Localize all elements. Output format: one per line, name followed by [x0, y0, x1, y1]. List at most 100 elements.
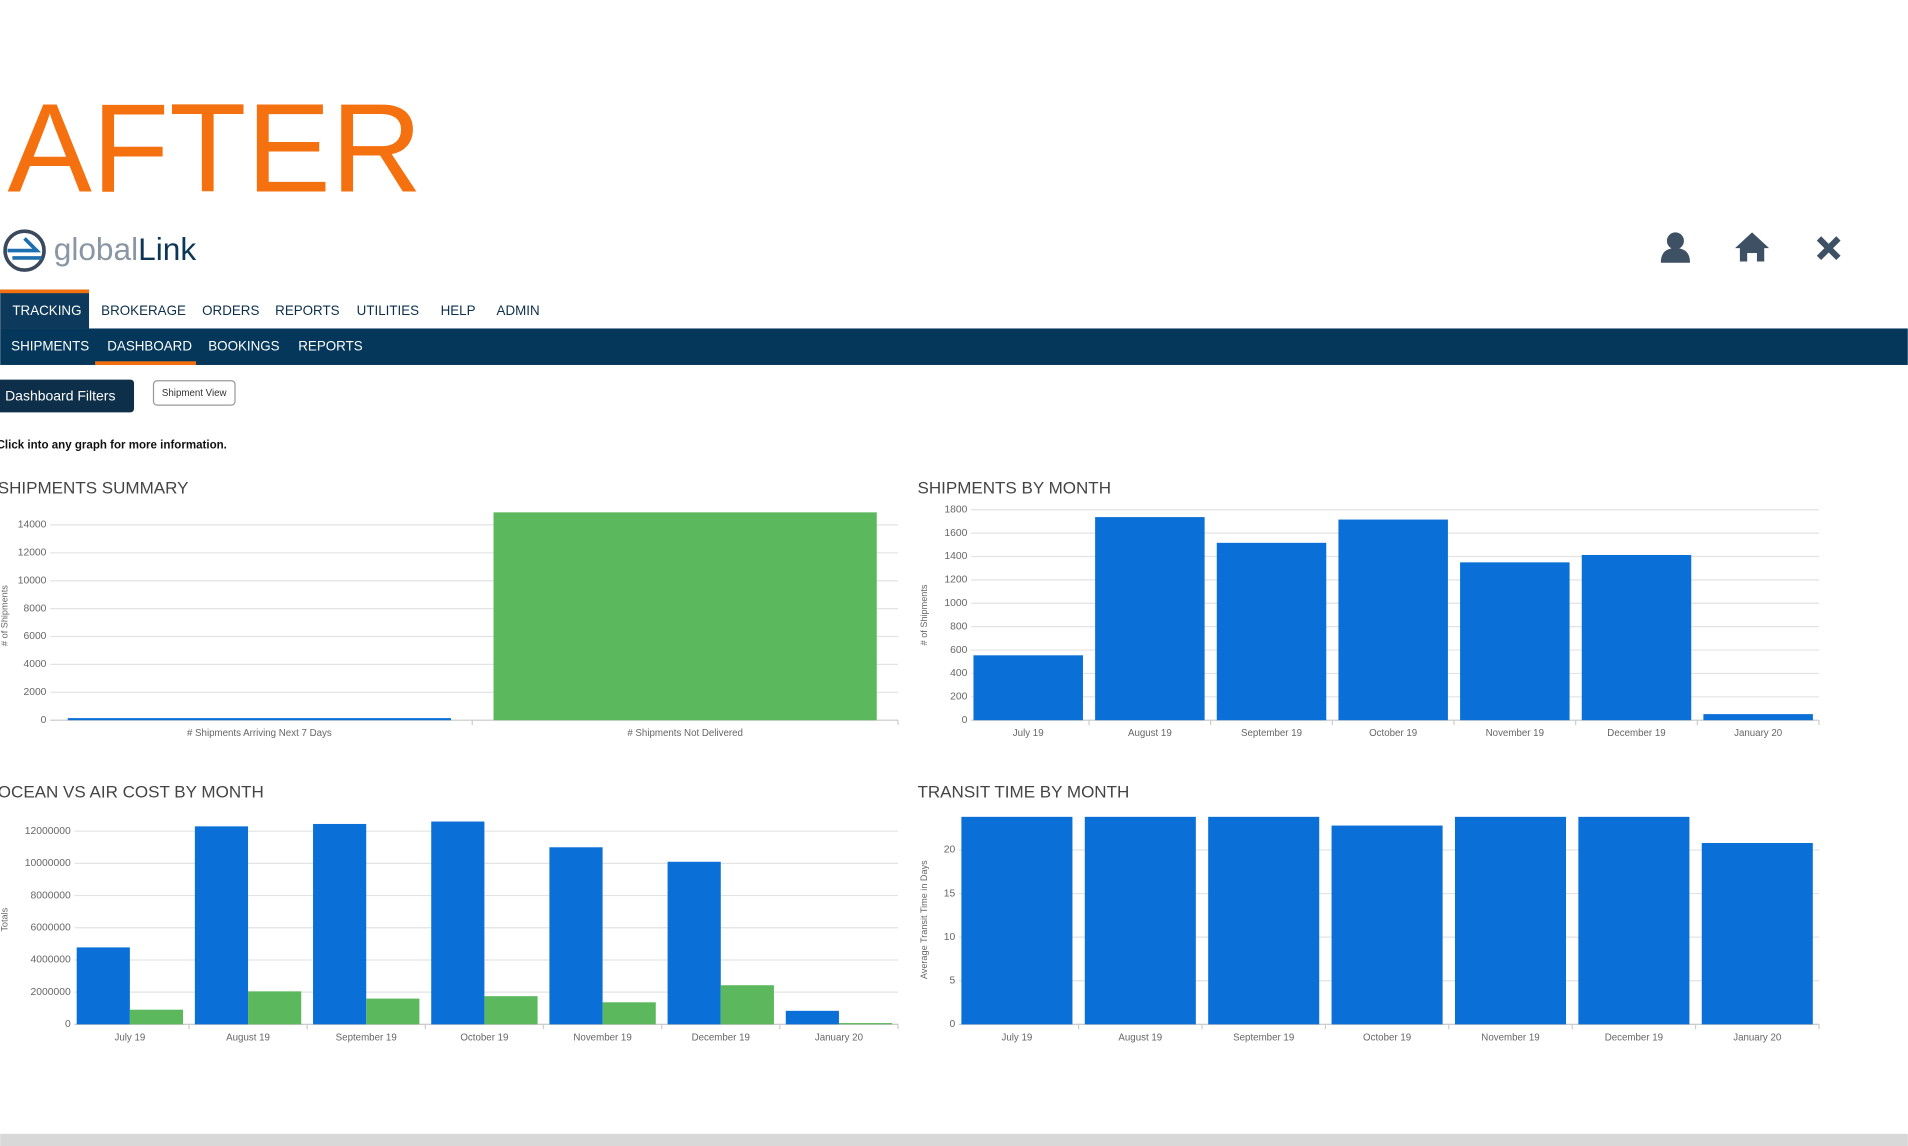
subnav-bar: [0, 328, 1908, 365]
x-tick-label: August 19: [1128, 728, 1172, 739]
bar[interactable]: [76, 947, 130, 1025]
bar[interactable]: [194, 826, 249, 1025]
bar[interactable]: [1460, 562, 1570, 721]
nav: TRACKING BROKERAGE ORDERS REPORTS UTILITIES H…: [12, 303, 539, 318]
x-tick-label: January 20: [1733, 1032, 1782, 1043]
y-tick-label: 14000: [18, 520, 47, 531]
y-tick-label: 1200: [944, 575, 967, 586]
filters-label[interactable]: Dashboard Filters: [5, 387, 115, 403]
bar[interactable]: [67, 718, 451, 721]
x-tick-label: September 19: [336, 1032, 397, 1043]
chart-title: OCEAN VS AIR COST BY MONTH: [0, 783, 264, 802]
charts: SHIPMENTS SUMMARY# of Shipments020004000…: [0, 479, 1820, 1044]
nav-item[interactable]: ADMIN: [497, 303, 540, 318]
x-tick-label: July 19: [1013, 728, 1044, 739]
y-tick-label: 10000000: [25, 858, 71, 869]
bar[interactable]: [484, 996, 538, 1025]
nav-item[interactable]: HELP: [441, 303, 476, 318]
nav-item[interactable]: UTILITIES: [357, 303, 420, 318]
y-tick-label: 5: [949, 975, 955, 986]
bar[interactable]: [1084, 816, 1196, 1025]
bar[interactable]: [838, 1023, 893, 1025]
x-tick-label: December 19: [1605, 1032, 1663, 1043]
y-tick-label: 400: [950, 668, 967, 679]
chart[interactable]: SHIPMENTS SUMMARY # of Shipments 0 2000 4000…: [0, 479, 899, 740]
y-tick-label: 2000: [23, 687, 46, 698]
chart[interactable]: TRANSIT TIME BY MONTH Average Transit Tim…: [918, 783, 1820, 1044]
y-tick-label: 20: [944, 845, 956, 856]
y-tick-label: 0: [41, 715, 47, 726]
bar[interactable]: [667, 861, 721, 1025]
subnav-item[interactable]: REPORTS: [298, 338, 362, 353]
chart-title: SHIPMENTS BY MONTH: [918, 479, 1112, 498]
home-icon[interactable]: [1735, 232, 1770, 262]
x-tick-label: December 19: [1607, 728, 1665, 739]
bar[interactable]: [1701, 842, 1813, 1025]
bar[interactable]: [549, 847, 603, 1025]
note: Click into any graph for more informatio…: [0, 439, 227, 451]
bar[interactable]: [1454, 816, 1567, 1025]
subnav-item[interactable]: SHIPMENTS: [11, 338, 89, 353]
bar[interactable]: [248, 991, 302, 1025]
chart[interactable]: SHIPMENTS BY MONTH # of Shipments 0 200 400 6…: [918, 479, 1820, 740]
logo-icon: [7, 237, 42, 260]
bar[interactable]: [493, 512, 877, 721]
bar[interactable]: [720, 985, 774, 1025]
bar[interactable]: [366, 998, 420, 1025]
y-tick-label: 4000: [23, 659, 46, 670]
y-tick-label: 12000: [18, 548, 47, 559]
toolbar: [1660, 232, 1841, 263]
y-tick-label: 0: [962, 715, 968, 726]
chart[interactable]: OCEAN VS AIR COST BY MONTH Totals 0 2000000…: [0, 783, 899, 1044]
nav-item[interactable]: REPORTS: [275, 303, 339, 318]
close-icon[interactable]: [1816, 236, 1841, 261]
bar[interactable]: [961, 816, 1073, 1025]
user-icon[interactable]: [1660, 232, 1691, 263]
x-tick-label: October 19: [1363, 1032, 1411, 1043]
bar[interactable]: [973, 655, 1083, 721]
y-tick-label: 8000: [23, 603, 46, 614]
x-tick-label: November 19: [1486, 728, 1544, 739]
bar[interactable]: [1216, 542, 1327, 721]
subnav-active: [95, 361, 197, 365]
x-tick-label: September 19: [1241, 728, 1302, 739]
y-tick-label: 200: [950, 692, 967, 703]
y-axis-label: Totals: [0, 907, 9, 931]
bar[interactable]: [1578, 816, 1690, 1025]
bar[interactable]: [1338, 519, 1448, 721]
x-tick-label: # Shipments Arriving Next 7 Days: [187, 728, 332, 739]
subnav: SHIPMENTS DASHBOARD BOOKINGS REPORTS: [11, 338, 363, 353]
nav-item[interactable]: BROKERAGE: [101, 303, 186, 318]
nav-item[interactable]: TRACKING: [12, 303, 81, 318]
y-tick-label: 1600: [944, 528, 967, 539]
filters-button[interactable]: [0, 379, 135, 413]
logo-text: globalLink: [54, 231, 197, 267]
subnav-item[interactable]: DASHBOARD: [107, 338, 192, 353]
view-label[interactable]: Shipment View: [162, 388, 228, 399]
x-tick-label: November 19: [573, 1032, 631, 1043]
nav-item[interactable]: ORDERS: [202, 303, 259, 318]
x-tick-label: July 19: [1002, 1032, 1033, 1043]
bar[interactable]: [1331, 825, 1443, 1025]
bar[interactable]: [1095, 517, 1205, 721]
bar[interactable]: [1581, 554, 1692, 721]
bar[interactable]: [129, 1009, 184, 1025]
banner: AFTER: [8, 77, 423, 219]
bar[interactable]: [602, 1002, 656, 1025]
bar[interactable]: [313, 823, 367, 1025]
subnav-item[interactable]: BOOKINGS: [208, 338, 279, 353]
bar[interactable]: [431, 821, 485, 1025]
y-tick-label: 10: [944, 932, 956, 943]
logo-icon: [3, 229, 46, 272]
y-tick-label: 15: [944, 888, 956, 899]
y-tick-label: 1000: [944, 598, 967, 609]
bar[interactable]: [1208, 816, 1320, 1025]
bar[interactable]: [1703, 714, 1813, 721]
x-tick-label: November 19: [1481, 1032, 1539, 1043]
x-tick-label: October 19: [460, 1032, 508, 1043]
y-tick-label: 6000000: [31, 923, 71, 934]
view-button[interactable]: [152, 380, 236, 406]
bar[interactable]: [785, 1010, 839, 1025]
